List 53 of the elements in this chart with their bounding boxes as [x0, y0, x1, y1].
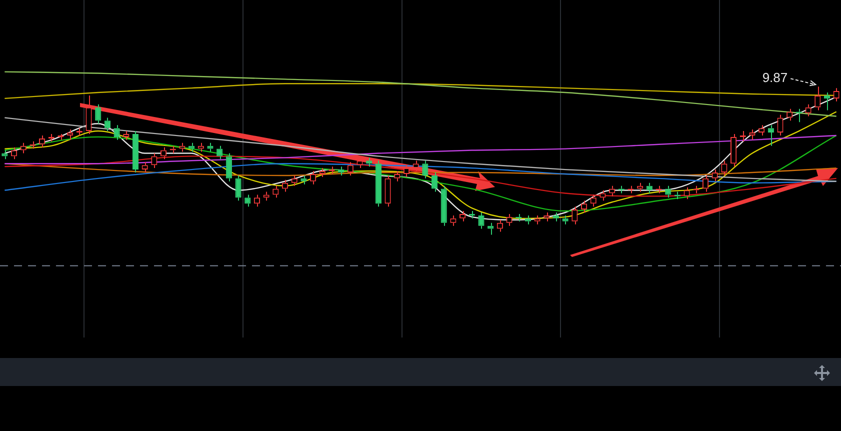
candlestick [544, 212, 550, 222]
candlestick [488, 222, 494, 236]
candlestick [291, 174, 298, 186]
candlestick [207, 142, 214, 152]
candlestick [384, 174, 391, 208]
candlestick [572, 206, 578, 225]
candlestick [824, 92, 830, 111]
candlestick [95, 104, 102, 124]
candlestick [506, 213, 512, 226]
candlestick [422, 160, 428, 179]
candlestick [132, 130, 139, 174]
candlestick [328, 166, 335, 174]
candlestick [216, 145, 223, 160]
candlestick [534, 214, 540, 225]
candlestick [235, 174, 242, 202]
candlestick [198, 142, 204, 152]
candlestick [749, 129, 756, 140]
candlestick [20, 142, 26, 154]
candlestick [2, 150, 8, 160]
candlestick [730, 133, 737, 168]
candlestick [646, 182, 652, 194]
candlestick [179, 142, 186, 152]
candlestick [394, 170, 400, 182]
candlestick [319, 168, 326, 178]
candlestick [740, 130, 746, 142]
candlestick [123, 130, 130, 140]
candlestick [244, 194, 251, 208]
candlestick [777, 114, 784, 136]
candlestick [440, 185, 447, 226]
candlestick [226, 152, 232, 182]
candlestick [48, 133, 54, 142]
candlestick [637, 182, 644, 192]
candlestick [814, 86, 821, 111]
candlestick [338, 166, 344, 176]
candlestick [431, 172, 438, 192]
candlestick [263, 191, 270, 202]
candlestick [300, 174, 307, 185]
candlestick [188, 142, 195, 152]
candlestick [600, 190, 606, 202]
candlestick [58, 133, 64, 140]
candlestick [524, 214, 531, 225]
candlestick [366, 157, 372, 168]
candlestick [450, 214, 456, 226]
candlestick [562, 214, 568, 225]
candlestick [468, 210, 475, 219]
candlestick [76, 128, 82, 136]
candlestick [768, 124, 774, 146]
candlestick [478, 212, 484, 230]
candlestick [702, 174, 709, 192]
candlestick [552, 212, 560, 222]
candlestick [67, 129, 74, 140]
candlestick [375, 160, 382, 208]
text: 9.87 [762, 70, 788, 86]
